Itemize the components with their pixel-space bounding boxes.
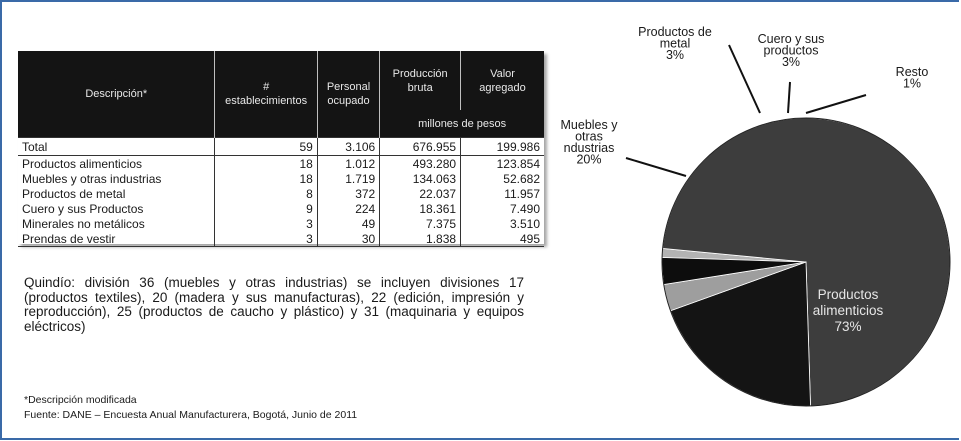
slice-label-line: otras	[575, 130, 603, 144]
cell-desc: Minerales no metálicos	[18, 216, 216, 231]
cell-valor: 3.510	[509, 216, 540, 231]
cell-establecimientos: 59	[214, 137, 318, 156]
cell-personal: 224	[317, 201, 381, 216]
cell-desc: Muebles y otras industrias	[18, 171, 216, 186]
slice-label-line: Muebles y	[561, 118, 619, 132]
header-personal-line2: ocupado	[327, 95, 370, 107]
cell-produccion: 676.955	[379, 137, 462, 156]
table-row: Prendas de vestir 3 30 1.838 495	[18, 231, 544, 247]
header-valor-line2: agregado	[479, 81, 526, 94]
cell-desc: Total	[18, 137, 216, 156]
source-note: *Descripción modificada	[24, 394, 137, 406]
leader-line-cuero-y-sus-productos	[787, 81, 791, 114]
data-table-container: Descripción* # establecimientos Personal…	[18, 51, 544, 247]
cell-establecimientos: 8	[214, 186, 318, 201]
table-row-total: Total 59 3.106 676.955 199.986	[18, 137, 544, 156]
slice-label-line: metal	[660, 37, 691, 51]
cell-produccion: 134.063	[379, 171, 462, 186]
leader-line-resto	[805, 94, 867, 114]
cell-establecimientos: 3	[214, 231, 318, 247]
cell-valor: 52.682	[503, 171, 540, 186]
cell-valor: 11.957	[504, 186, 540, 201]
header-personal: Personal ocupado	[317, 51, 381, 138]
table-row: Cuero y sus Productos 9 224 18.361 7.490	[18, 201, 544, 216]
header-personal-line1: Personal	[326, 81, 371, 93]
slice-label-resto: Resto 1%	[896, 65, 929, 91]
table-row: Muebles y otras industrias 18 1.719 134.…	[18, 171, 544, 186]
source-citation: Fuente: DANE – Encuesta Anual Manufactur…	[24, 409, 358, 421]
table-row: Productos alimenticios 18 1.012 493.280 …	[18, 155, 544, 171]
slice-label-line: productos	[764, 44, 819, 58]
cell-desc: Productos de metal	[18, 186, 216, 201]
cell-produccion: 18.361	[379, 201, 462, 216]
header-produccion-line1: Producción	[392, 67, 448, 80]
slice-label-line: alimenticios	[813, 303, 884, 318]
cell-personal: 3.106	[317, 137, 381, 156]
cell-personal: 49	[317, 216, 381, 231]
cell-valor: 123.854	[496, 156, 540, 171]
slice-label-line: 1%	[903, 77, 921, 91]
cell-desc: Cuero y sus Productos	[18, 201, 216, 216]
header-establecimientos-line2: establecimientos	[225, 95, 308, 107]
cell-desc: Productos alimenticios	[18, 155, 216, 171]
header-establecimientos: # establecimientos	[214, 51, 318, 138]
cell-produccion: 1.838	[379, 231, 462, 247]
header-valor: Valor agregado	[460, 51, 544, 111]
slice-label-muebles-y-otras-ndustrias: Muebles y otras ndustrias 20%	[561, 118, 619, 167]
header-establecimientos-line1: #	[263, 81, 270, 93]
data-table: Descripción* # establecimientos Personal…	[18, 51, 544, 247]
header-produccion: Producción bruta	[379, 51, 462, 111]
pie-outline	[661, 117, 951, 407]
cell-produccion: 22.037	[379, 186, 462, 201]
slice-label-line: ndustrias	[564, 141, 615, 155]
leader-line-productos-de-metal	[728, 44, 761, 114]
cell-produccion: 493.280	[379, 155, 462, 171]
header-unit: millones de pesos	[379, 110, 544, 138]
cell-personal: 372	[317, 186, 381, 201]
cell-valor: 495	[460, 231, 544, 247]
footnote-quindio: Quindío: división 36 (muebles y otras in…	[24, 275, 524, 334]
cell-establecimientos: 18	[214, 171, 318, 186]
slice-label-line: Productos	[818, 287, 879, 302]
cell-valor: 199.986	[460, 137, 544, 156]
slice-label-line: 20%	[576, 153, 601, 167]
header-descripcion: Descripción*	[18, 51, 216, 138]
slice-label-line: 3%	[782, 55, 800, 69]
slice-label-cuero-y-sus-productos: Cuero y sus productos 3%	[758, 32, 825, 69]
cell-desc: Prendas de vestir	[18, 231, 216, 247]
cell-produccion: 7.375	[379, 216, 462, 231]
slice-label-productos-de-metal: Productos de metal 3%	[638, 25, 712, 62]
slice-label-line: Productos de	[638, 25, 712, 39]
cell-establecimientos: 18	[214, 155, 318, 171]
cell-personal: 1.012	[317, 155, 381, 171]
cell-establecimientos: 9	[214, 201, 318, 216]
cell-personal: 1.719	[317, 171, 381, 186]
table-row: Minerales no metálicos 3 49 7.375 3.510	[18, 216, 544, 231]
slice-label-line: Cuero y sus	[758, 32, 825, 46]
slice-label-productos-alimenticios: Productos alimenticios 73%	[813, 287, 884, 334]
cell-valor: 7.490	[509, 201, 540, 216]
header-valor-line1: Valor	[490, 67, 515, 80]
cell-personal: 30	[317, 231, 381, 247]
header-produccion-line2: bruta	[407, 81, 433, 94]
leader-line-muebles-y-otras-ndustrias	[625, 157, 687, 177]
slice-label-line: Resto	[896, 65, 929, 79]
slice-label-line: 3%	[666, 48, 684, 62]
cell-establecimientos: 3	[214, 216, 318, 231]
table-row: Productos de metal 8 372 22.037 11.957	[18, 186, 544, 201]
slice-label-line: 73%	[834, 319, 861, 334]
